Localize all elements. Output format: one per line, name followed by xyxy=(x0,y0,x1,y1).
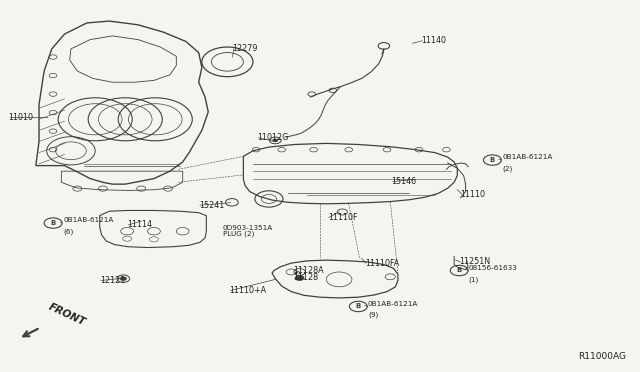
Text: B: B xyxy=(456,267,462,273)
Circle shape xyxy=(273,139,278,142)
Text: 11114: 11114 xyxy=(127,221,152,230)
Text: 11140: 11140 xyxy=(421,36,446,45)
Text: B: B xyxy=(356,304,361,310)
Text: 11110F: 11110F xyxy=(328,213,357,222)
Text: B: B xyxy=(51,220,56,226)
Text: B: B xyxy=(490,157,495,163)
Text: 11012G: 11012G xyxy=(257,133,289,142)
Text: (1): (1) xyxy=(468,276,479,283)
Text: 0D903-1351A: 0D903-1351A xyxy=(223,225,273,231)
Text: 11128: 11128 xyxy=(293,273,318,282)
Text: 0B1AB-6121A: 0B1AB-6121A xyxy=(368,301,419,307)
Text: 0B1AB-6121A: 0B1AB-6121A xyxy=(63,218,114,224)
Text: 11110: 11110 xyxy=(461,190,486,199)
Text: (9): (9) xyxy=(368,312,378,318)
Text: 11110FA: 11110FA xyxy=(365,259,399,267)
Text: 11110+A: 11110+A xyxy=(229,286,266,295)
Text: PLUG (2): PLUG (2) xyxy=(223,230,254,237)
Text: 15146: 15146 xyxy=(392,177,417,186)
Text: FRONT: FRONT xyxy=(47,302,87,328)
Text: 08156-61633: 08156-61633 xyxy=(468,265,518,271)
Circle shape xyxy=(295,275,304,280)
Text: R11000AG: R11000AG xyxy=(579,352,627,361)
Text: (6): (6) xyxy=(63,228,74,235)
Text: 11010: 11010 xyxy=(8,113,33,122)
Text: 12279: 12279 xyxy=(232,44,258,53)
Text: 11128A: 11128A xyxy=(293,266,324,275)
Text: 0B1AB-6121A: 0B1AB-6121A xyxy=(502,154,552,160)
Circle shape xyxy=(120,277,127,280)
Text: (2): (2) xyxy=(502,165,512,172)
Text: 15241: 15241 xyxy=(198,201,224,210)
Text: 11251N: 11251N xyxy=(460,257,490,266)
Text: 12121: 12121 xyxy=(100,276,125,285)
